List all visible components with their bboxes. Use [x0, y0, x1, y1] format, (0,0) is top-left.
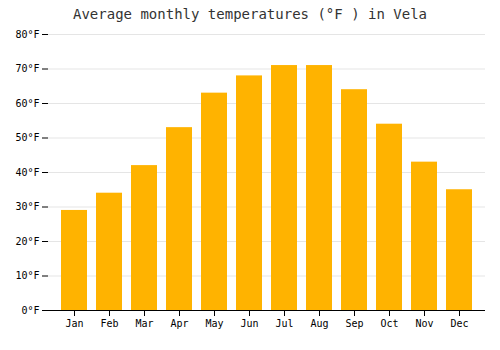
svg-text:20°F: 20°F	[15, 236, 39, 247]
svg-text:10°F: 10°F	[15, 270, 39, 281]
svg-text:Nov: Nov	[415, 318, 433, 329]
svg-text:50°F: 50°F	[15, 132, 39, 143]
svg-text:Sep: Sep	[345, 318, 363, 329]
svg-text:Mar: Mar	[135, 318, 153, 329]
svg-text:60°F: 60°F	[15, 98, 39, 109]
svg-text:Apr: Apr	[170, 318, 188, 329]
svg-text:Feb: Feb	[100, 318, 118, 329]
html-text:Average monthly temperatures (: Average monthly temperatures (°F ) in Ve…	[73, 6, 427, 22]
svg-text:30°F: 30°F	[15, 201, 39, 212]
svg-text:Jul: Jul	[275, 318, 293, 329]
svg-text:Jun: Jun	[240, 318, 258, 329]
svg-text:80°F: 80°F	[15, 29, 39, 40]
svg-text:Jan: Jan	[65, 318, 83, 329]
svg-text:Dec: Dec	[450, 318, 468, 329]
svg-text:Aug: Aug	[310, 318, 328, 329]
svg-text:Oct: Oct	[380, 318, 398, 329]
svg-text:70°F: 70°F	[15, 63, 39, 74]
svg-text:40°F: 40°F	[15, 167, 39, 178]
svg-text:May: May	[205, 318, 223, 329]
svg-text:0°F: 0°F	[21, 305, 39, 316]
